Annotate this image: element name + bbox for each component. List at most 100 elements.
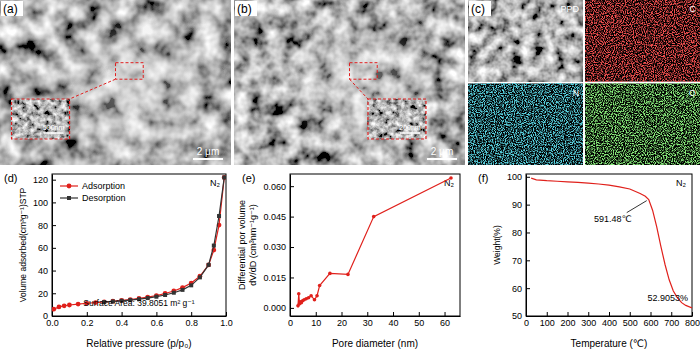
chart: 01002003004005006007008005060708090100Te… <box>478 172 700 349</box>
x-tick-mark <box>393 312 394 316</box>
x-tick-label: 400 <box>602 318 617 328</box>
y-tick-label: 20 <box>38 289 48 299</box>
map-label: N <box>573 88 580 98</box>
map-label: C <box>690 4 697 14</box>
element-map <box>468 84 583 166</box>
x-tick-label: 1.0 <box>220 318 233 328</box>
y-tick: 0.000 <box>263 303 294 313</box>
data-point <box>222 175 226 180</box>
x-axis-line <box>291 316 461 317</box>
x-axis: 0100200300400500600700800 <box>524 312 700 328</box>
x-tick-label: 700 <box>664 318 679 328</box>
annotation: 52.9053% <box>647 293 688 303</box>
panel-label: (b) <box>237 2 252 16</box>
y-tick: 50 <box>512 311 530 321</box>
y-tick: 100 <box>507 172 530 182</box>
data-point <box>297 292 301 296</box>
scale-label: 2 μm <box>431 146 453 157</box>
sem-particle <box>53 13 205 158</box>
panel-label-bg <box>1 1 23 16</box>
x-tick-mark <box>316 312 317 316</box>
y-tick-label: 100 <box>507 172 522 182</box>
data-point <box>172 291 176 295</box>
y-tick-mark <box>526 232 530 233</box>
x-tick-label: 50 <box>414 318 424 328</box>
x-tick: 800 <box>685 312 700 328</box>
x-tick-label: 0 <box>524 318 529 328</box>
y-axis: 020406080100120 <box>33 175 56 322</box>
sem-image <box>468 0 583 82</box>
y-tick-label: 0.015 <box>263 273 286 283</box>
x-tick-label: 20 <box>337 318 347 328</box>
inset-image <box>368 99 426 139</box>
data-point <box>198 275 202 279</box>
annotation-arrow <box>627 201 647 213</box>
chart-title: N₂ <box>676 178 686 188</box>
inset-scale-bar <box>44 132 64 134</box>
x-tick: 10 <box>311 312 321 328</box>
data-point <box>207 263 211 267</box>
x-tick-label: 100 <box>540 318 555 328</box>
data-point <box>449 176 453 180</box>
data-point <box>189 283 193 287</box>
legend: AdsorptionDesorption <box>60 181 126 203</box>
map-label: O <box>689 88 696 98</box>
y-tick-mark <box>526 288 530 289</box>
x-tick: 400 <box>602 312 617 328</box>
x-tick: 60 <box>440 312 450 328</box>
y-tick: 0.060 <box>263 182 294 192</box>
data-point <box>372 215 376 219</box>
x-tick-mark <box>630 312 631 316</box>
chart: 01020304050600.0000.0150.0300.0450.060Po… <box>237 172 461 349</box>
x-tick-mark <box>87 312 88 316</box>
x-tick: 200 <box>560 312 575 328</box>
map-background <box>585 0 700 82</box>
plot-area <box>52 175 226 312</box>
sem-image <box>234 0 465 165</box>
y-tick-label: 60 <box>512 284 522 294</box>
y-tick-label: 0.030 <box>263 242 286 252</box>
x-tick: 100 <box>540 312 555 328</box>
panel-label: (c) <box>471 2 485 16</box>
scale-bar <box>427 158 457 160</box>
y-tick: 0.045 <box>263 212 294 222</box>
data-point <box>315 294 319 298</box>
y-tick-mark <box>526 316 530 317</box>
zoom-region <box>350 63 378 79</box>
y-tick-mark <box>52 225 56 226</box>
x-tick-mark <box>692 312 693 316</box>
x-tick-label: 40 <box>389 318 399 328</box>
x-axis-title: Pore diameter (nm) <box>332 338 418 349</box>
inset-image <box>12 99 70 139</box>
x-tick-mark <box>445 312 446 316</box>
panel-label: (d) <box>4 172 17 184</box>
y-tick-mark <box>52 271 56 272</box>
data-point <box>328 272 332 276</box>
y-axis-title: dV/dD (cm³nm⁻¹g⁻¹) <box>248 204 258 286</box>
y-tick-mark <box>290 277 294 278</box>
y-tick-label: 60 <box>38 243 48 253</box>
x-tick-mark <box>156 312 157 316</box>
y-tick-mark <box>526 177 530 178</box>
y-axis-line <box>526 175 527 317</box>
data-point <box>309 294 313 298</box>
y-tick: 120 <box>33 175 56 185</box>
data-point <box>222 175 226 179</box>
plot-frame <box>526 174 692 316</box>
sem-image-panel: 200nm 2 μm (b) <box>234 0 465 165</box>
x-axis: 0.00.20.40.60.81.0 <box>46 312 233 328</box>
y-tick: 90 <box>512 200 530 210</box>
data-point <box>318 284 322 288</box>
data-point <box>217 214 221 218</box>
x-tick: 600 <box>643 312 658 328</box>
y-tick-mark <box>526 260 530 261</box>
x-tick-label: 0.4 <box>116 318 129 328</box>
inset-scale-label: 200nm <box>399 124 421 131</box>
sem-particle <box>287 13 439 158</box>
x-tick: 0.2 <box>81 312 94 328</box>
data-point <box>181 288 185 292</box>
x-tick-label: 30 <box>363 318 373 328</box>
y-tick-mark <box>290 308 294 309</box>
y-tick-mark <box>52 316 56 317</box>
y-axis: 0.000 0.015 0.030 0.045 0.060 <box>263 175 294 317</box>
